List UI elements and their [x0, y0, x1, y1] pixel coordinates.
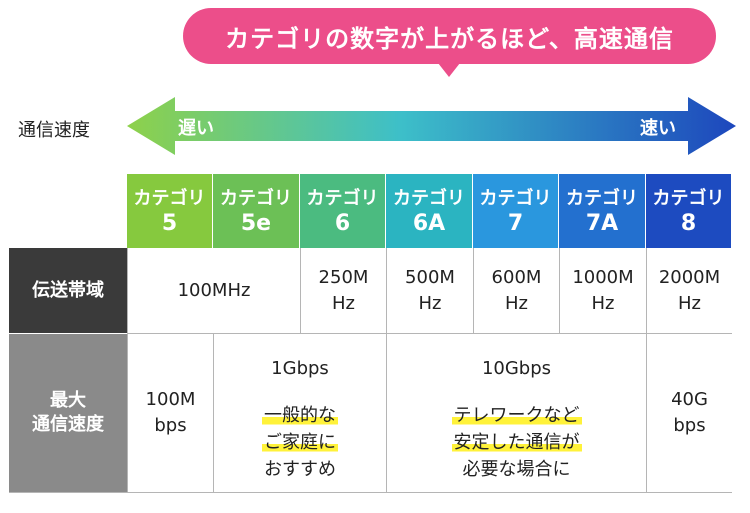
- max-speed-value: 40G: [671, 389, 708, 410]
- category-header-5: カテゴリ 5: [127, 174, 213, 248]
- table-bottom-border: [9, 492, 732, 493]
- category-name: カテゴリ: [220, 188, 292, 209]
- category-number: 7: [507, 211, 524, 236]
- category-name: カテゴリ: [393, 188, 465, 209]
- note-line-highlighted: テレワークなど: [451, 405, 582, 426]
- bandwidth-value: 100MHz: [177, 279, 251, 301]
- bandwidth-cell-6: 250M Hz: [300, 248, 386, 333]
- category-name: カテゴリ: [566, 188, 638, 209]
- category-header-6: カテゴリ 6: [300, 174, 386, 248]
- category-name: カテゴリ: [652, 188, 725, 209]
- bandwidth-unit: Hz: [678, 292, 701, 314]
- slow-label: 遅い: [178, 118, 214, 139]
- max-speed-value: 10Gbps: [481, 358, 552, 379]
- bandwidth-unit: Hz: [505, 292, 528, 314]
- bandwidth-cell-5-5e: 100MHz: [127, 248, 300, 333]
- header-bubble: カテゴリの数字が上がるほど、高速通信: [183, 8, 716, 64]
- max-speed-cell-8: 40G bps: [646, 334, 732, 492]
- bandwidth-row-header: 伝送帯域: [9, 248, 127, 333]
- category-number: 5: [161, 211, 178, 236]
- note-line: 必要な場合に: [462, 459, 571, 480]
- bandwidth-cell-8: 2000M Hz: [646, 248, 732, 333]
- bandwidth-value: 500M: [405, 266, 455, 288]
- bandwidth-value: 600M: [491, 266, 542, 288]
- speed-axis-label: 通信速度: [18, 120, 90, 141]
- double-arrow-shape: [127, 97, 736, 155]
- max-speed-label-line1: 最大: [50, 390, 86, 411]
- bandwidth-unit: Hz: [418, 292, 442, 314]
- header-bubble-text: カテゴリの数字が上がるほど、高速通信: [225, 24, 674, 53]
- bandwidth-cell-6a: 500M Hz: [386, 248, 473, 333]
- max-speed-value: 100M: [145, 389, 196, 410]
- max-speed-cell-5: 100M bps: [127, 334, 213, 492]
- category-number: 6: [334, 211, 351, 236]
- note-line: おすすめ: [264, 459, 336, 480]
- category-number: 6A: [412, 211, 446, 236]
- category-name: カテゴリ: [306, 188, 379, 209]
- bubble-tail: [438, 63, 460, 77]
- note-line-highlighted: 一般的な: [262, 405, 338, 426]
- max-speed-cell-1gbps: 1Gbps 一般的な ご家庭に おすすめ: [213, 334, 386, 492]
- bandwidth-row-label: 伝送帯域: [32, 279, 104, 301]
- category-header-8: カテゴリ 8: [646, 174, 732, 248]
- bandwidth-cell-7a: 1000M Hz: [559, 248, 646, 333]
- bandwidth-value: 250M: [318, 266, 369, 288]
- max-speed-row-header: 最大 通信速度: [9, 334, 127, 492]
- bandwidth-unit: Hz: [332, 292, 355, 314]
- max-speed-unit: bps: [673, 415, 706, 436]
- category-number: 8: [680, 211, 697, 236]
- category-name: カテゴリ: [479, 188, 552, 209]
- category-header-6a: カテゴリ 6A: [386, 174, 473, 248]
- note-line-highlighted: ご家庭に: [262, 432, 338, 453]
- max-speed-unit: bps: [154, 415, 187, 436]
- bandwidth-value: 2000M: [658, 266, 721, 288]
- max-speed-cell-10gbps: 10Gbps テレワークなど 安定した通信が 必要な場合に: [386, 334, 646, 492]
- row-divider: [127, 333, 732, 334]
- fast-label: 速い: [640, 118, 676, 139]
- category-header-7: カテゴリ 7: [473, 174, 559, 248]
- note-line-highlighted: 安定した通信が: [451, 432, 582, 453]
- max-speed-value: 1Gbps: [271, 358, 329, 379]
- category-header-7a: カテゴリ 7A: [559, 174, 646, 248]
- category-number: 5e: [240, 211, 272, 236]
- category-number: 7A: [585, 211, 619, 236]
- category-name: カテゴリ: [133, 188, 206, 209]
- max-speed-label-line2: 通信速度: [32, 414, 104, 435]
- bandwidth-cell-7: 600M Hz: [473, 248, 559, 333]
- bandwidth-value: 1000M: [572, 266, 634, 288]
- category-header-5e: カテゴリ 5e: [213, 174, 300, 248]
- bandwidth-unit: Hz: [591, 292, 615, 314]
